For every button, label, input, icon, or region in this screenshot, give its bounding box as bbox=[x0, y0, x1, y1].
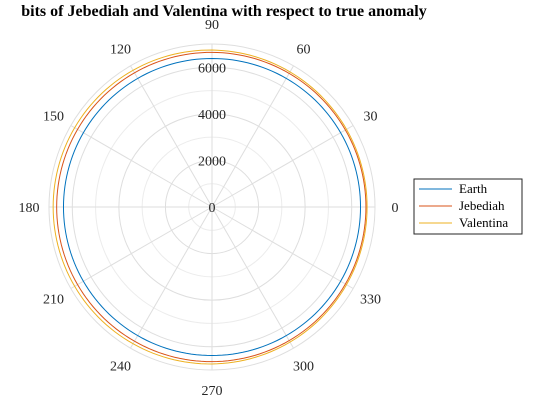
angle-tick-label: 0 bbox=[392, 201, 399, 216]
angle-tick-label: 330 bbox=[360, 293, 381, 308]
angle-tick-label: 300 bbox=[293, 360, 314, 375]
angle-tick-label: 60 bbox=[297, 43, 311, 58]
series-line-jebediah bbox=[56, 51, 367, 363]
grid-spoke bbox=[211, 206, 294, 349]
grid-spoke bbox=[211, 125, 354, 208]
grid-spoke bbox=[70, 206, 213, 289]
series-line-valentina bbox=[52, 49, 368, 365]
grid-spoke bbox=[130, 65, 213, 208]
legend-label: Jebediah bbox=[459, 198, 505, 213]
grid-spoke bbox=[211, 65, 294, 208]
radial-tick-label: 2000 bbox=[198, 154, 226, 169]
radial-tick-label: 4000 bbox=[198, 108, 226, 123]
grid-spoke bbox=[70, 125, 213, 208]
legend-label: Valentina bbox=[459, 215, 508, 230]
angle-tick-label: 240 bbox=[110, 360, 131, 375]
grid-spoke bbox=[130, 206, 213, 349]
series-line-earth bbox=[62, 57, 362, 357]
angle-tick-label: 210 bbox=[43, 293, 64, 308]
angle-tick-label: 150 bbox=[43, 110, 64, 125]
polar-grid bbox=[48, 43, 376, 371]
angle-tick-label: 30 bbox=[364, 110, 378, 125]
legend-label: Earth bbox=[459, 181, 488, 196]
chart-title: bits of Jebediah and Valentina with resp… bbox=[21, 3, 427, 20]
legend: Earth Jebediah Valentina bbox=[413, 178, 523, 235]
angle-tick-label: 90 bbox=[205, 18, 219, 33]
radial-tick-label: 0 bbox=[209, 201, 216, 216]
tick-labels: 0 30 60 90 120 150 180 210 240 270 300 330 0 2000 4000… bbox=[19, 18, 399, 399]
angle-tick-label: 180 bbox=[19, 201, 40, 216]
series-layer bbox=[52, 49, 368, 365]
angle-tick-label: 120 bbox=[110, 43, 131, 58]
angle-tick-label: 270 bbox=[202, 384, 223, 399]
grid-spoke bbox=[211, 206, 354, 289]
radial-tick-label: 6000 bbox=[198, 61, 226, 76]
